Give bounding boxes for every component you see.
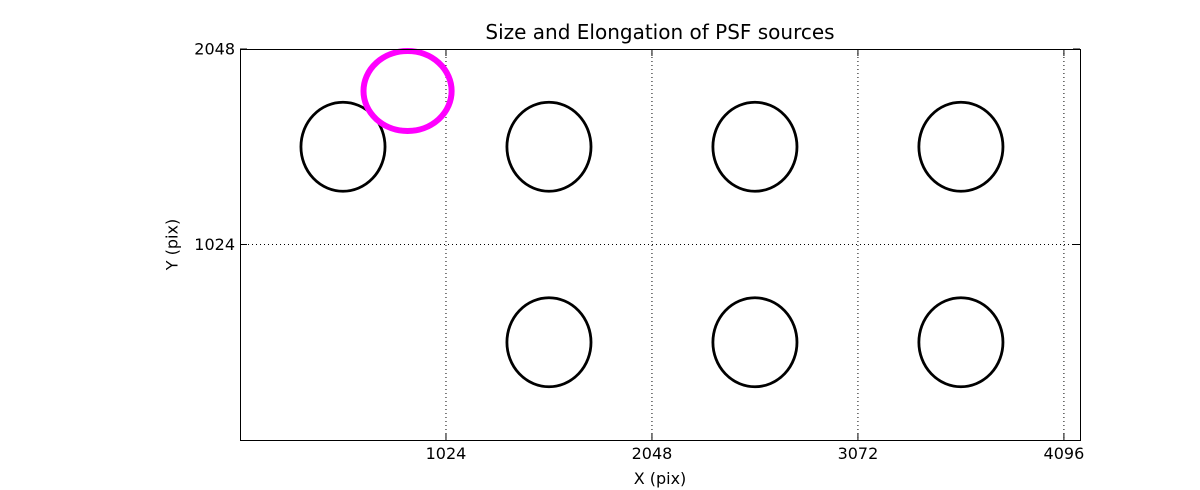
grid-layer (240, 49, 1080, 440)
y-tick-label-2048: 2048 (194, 40, 235, 59)
x-tick-label-2048: 2048 (632, 444, 673, 463)
x-axis-label: X (pix) (634, 469, 687, 488)
ellipse-layer (299, 48, 1005, 389)
y-axis-label: Y (pix) (163, 219, 182, 271)
psf-ellipse (917, 100, 1005, 193)
psf-ellipse (505, 100, 593, 193)
flagged-psf-ellipse (360, 48, 455, 134)
psf-ellipse (505, 296, 593, 389)
axes-frame (240, 49, 1081, 441)
x-tick-label-3072: 3072 (838, 444, 879, 463)
psf-ellipse (299, 100, 387, 193)
psf-ellipse (711, 296, 799, 389)
x-tick-label-1024: 1024 (426, 444, 467, 463)
plot-title: Size and Elongation of PSF sources (485, 20, 834, 44)
psf-ellipse (917, 296, 1005, 389)
tick-label-layer: 1024 2048 3072 4096 1024 2048 (194, 40, 1084, 464)
psf-ellipse (711, 100, 799, 193)
x-tick-label-4096: 4096 (1044, 444, 1085, 463)
y-tick-label-1024: 1024 (194, 235, 235, 254)
